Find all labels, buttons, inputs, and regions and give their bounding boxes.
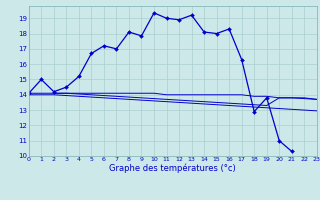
X-axis label: Graphe des températures (°c): Graphe des températures (°c) (109, 164, 236, 173)
